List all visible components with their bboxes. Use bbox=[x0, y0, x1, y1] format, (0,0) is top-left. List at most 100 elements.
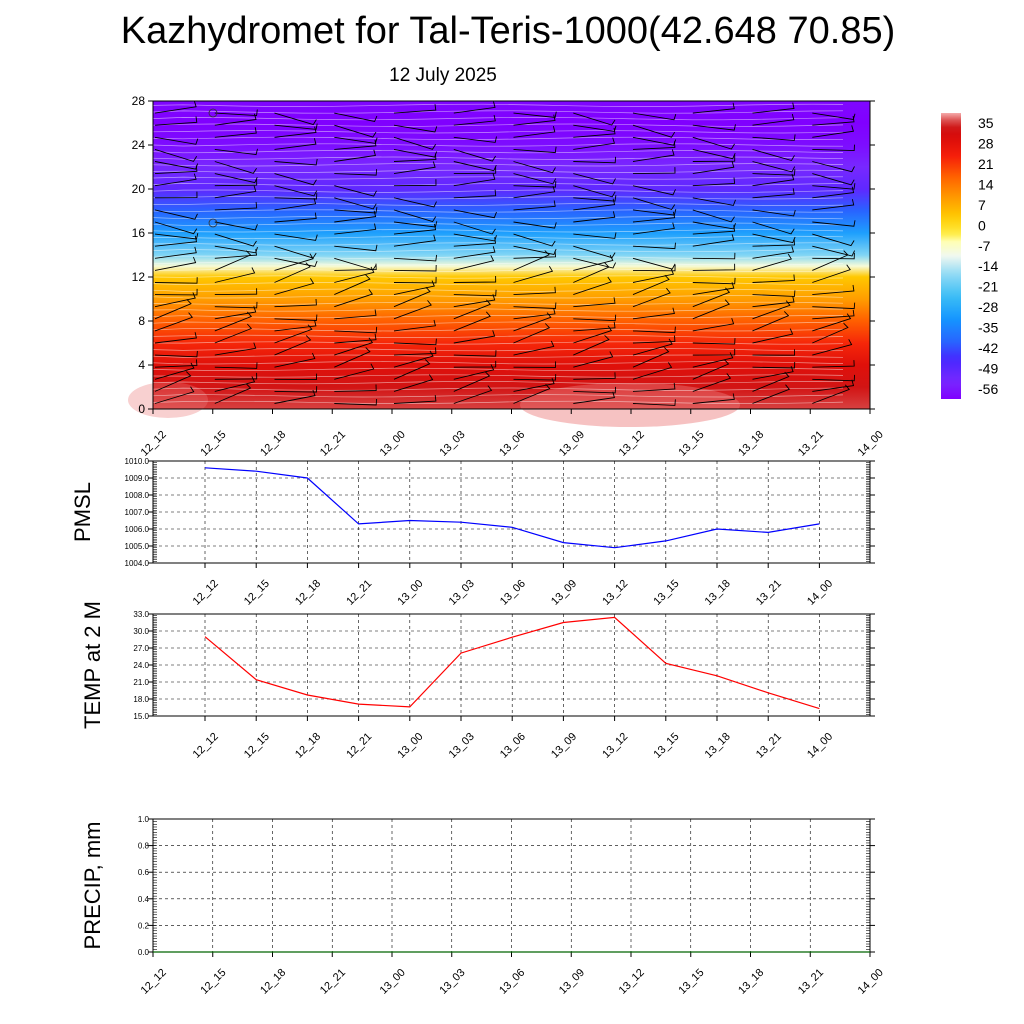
y-tick-label: 12 bbox=[132, 270, 146, 284]
wind-barb bbox=[692, 373, 732, 392]
x-tick-label: 13_18 bbox=[703, 731, 733, 761]
isoline bbox=[152, 334, 844, 338]
colorbar-label: -56 bbox=[978, 381, 998, 397]
x-tick-label: 12_12 bbox=[191, 578, 221, 608]
wind-barb bbox=[334, 347, 371, 368]
colorbar-label: 14 bbox=[978, 177, 994, 193]
wind-barb bbox=[692, 177, 736, 187]
wind-barb bbox=[154, 312, 194, 332]
wind-barb bbox=[154, 235, 198, 247]
isoline bbox=[152, 394, 844, 398]
wind-barb bbox=[573, 173, 616, 185]
isoline bbox=[152, 202, 844, 206]
wind-barb bbox=[632, 124, 676, 138]
y-tick-label: 30.0 bbox=[133, 627, 149, 636]
wind-barb bbox=[334, 288, 374, 308]
wind-barb bbox=[334, 124, 377, 138]
x-tick-label: 13_03 bbox=[437, 429, 467, 459]
x-tick-label: 13_06 bbox=[498, 578, 528, 608]
wind-barb bbox=[573, 254, 614, 271]
wind-barb bbox=[334, 136, 378, 144]
wind-barb bbox=[573, 391, 615, 404]
wind-barb bbox=[274, 373, 318, 381]
wind-barb bbox=[692, 282, 735, 296]
wind-barb bbox=[752, 102, 795, 114]
wind-barb bbox=[274, 319, 317, 332]
wind-barb bbox=[154, 233, 199, 240]
wind-barb bbox=[692, 338, 736, 345]
isoline bbox=[152, 196, 844, 200]
y-axis-title: TEMP at 2 M bbox=[80, 601, 105, 729]
wind-barb bbox=[154, 332, 197, 344]
wind-barb bbox=[154, 161, 199, 170]
x-tick-label: 12_12 bbox=[191, 731, 221, 761]
wind-barb bbox=[334, 398, 378, 406]
wind-barb bbox=[812, 284, 855, 296]
colorbar-label: 21 bbox=[978, 156, 994, 172]
y-tick-label: 24 bbox=[132, 138, 146, 152]
wind-barb bbox=[632, 338, 673, 356]
wind-barb bbox=[453, 255, 495, 271]
wind-barb bbox=[274, 314, 318, 321]
wind-barb bbox=[812, 173, 855, 186]
wind-barb bbox=[154, 350, 198, 358]
wind-barb bbox=[334, 333, 377, 344]
wind-barb bbox=[573, 127, 616, 138]
wind-barb bbox=[334, 266, 375, 283]
isoline bbox=[152, 209, 844, 213]
y-axis-title: PRECIP, mm bbox=[80, 822, 105, 950]
x-tick-label: 12_15 bbox=[198, 967, 228, 997]
x-tick-label: 13_12 bbox=[617, 967, 647, 997]
wind-barb bbox=[752, 148, 795, 162]
wind-barb bbox=[274, 233, 318, 241]
wind-barb bbox=[513, 233, 556, 247]
wind-barb bbox=[214, 173, 258, 184]
wind-barb bbox=[154, 173, 197, 187]
contour-lines bbox=[152, 103, 844, 404]
wind-barb bbox=[154, 221, 198, 235]
y-tick-label: 33.0 bbox=[133, 610, 149, 619]
wind-barb bbox=[752, 238, 795, 247]
wind-barb bbox=[393, 136, 437, 150]
wind-barb bbox=[812, 144, 855, 152]
x-tick-label: 13_00 bbox=[395, 731, 425, 761]
isoline bbox=[152, 387, 844, 391]
wind-barb bbox=[752, 169, 796, 176]
y-tick-label: 0.0 bbox=[138, 948, 150, 957]
isoline bbox=[152, 308, 844, 312]
wind-barb bbox=[214, 179, 258, 187]
warm-core-surface bbox=[520, 383, 740, 427]
temp-series-line bbox=[204, 616, 820, 710]
isoline bbox=[152, 262, 844, 266]
wind-barb bbox=[393, 104, 437, 114]
x-tick-label: 12_15 bbox=[242, 578, 272, 608]
wind-barb bbox=[393, 347, 437, 356]
wind-barb bbox=[752, 188, 795, 199]
wind-barb bbox=[692, 299, 730, 320]
wind-barb bbox=[334, 207, 378, 214]
x-tick-label: 13_03 bbox=[437, 967, 467, 997]
wind-barb bbox=[154, 136, 199, 145]
wind-barb bbox=[453, 148, 496, 162]
wind-barb bbox=[214, 288, 258, 296]
wind-barb bbox=[812, 252, 855, 260]
wind-barb bbox=[812, 183, 856, 190]
wind-barb bbox=[274, 298, 317, 308]
wind-barb bbox=[453, 385, 493, 404]
wind-barb bbox=[692, 102, 735, 114]
x-tick-label: 13_18 bbox=[703, 578, 733, 608]
isoline bbox=[152, 328, 844, 332]
pmsl-series-line bbox=[204, 467, 820, 549]
colorbar-label: -7 bbox=[978, 238, 991, 254]
wind-barb bbox=[752, 209, 796, 217]
y-tick-label: 28 bbox=[132, 94, 146, 108]
wind-barb bbox=[812, 125, 854, 138]
wind-barb bbox=[214, 301, 258, 309]
x-tick-label: 13_03 bbox=[447, 731, 477, 761]
calm-marker bbox=[208, 108, 218, 118]
wind-barb bbox=[513, 181, 557, 188]
y-tick-label: 0.6 bbox=[138, 868, 150, 877]
wind-barb bbox=[573, 297, 616, 308]
isoline bbox=[152, 136, 844, 140]
y-tick-label: 0.4 bbox=[138, 895, 150, 904]
